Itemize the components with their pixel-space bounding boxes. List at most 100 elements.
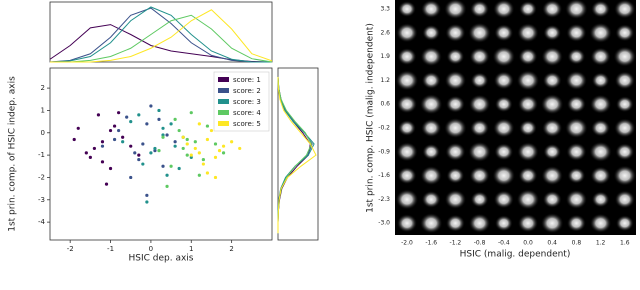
point (177, 166, 181, 171)
image-tile (494, 96, 513, 113)
image-tile (516, 70, 540, 91)
image-tile (468, 213, 491, 233)
point (157, 108, 161, 113)
point (153, 146, 157, 151)
point (221, 144, 226, 148)
y-tick-label: -3 (38, 196, 45, 204)
point (117, 128, 121, 133)
image-tile (421, 0, 442, 19)
image-tile (396, 214, 418, 233)
image-tile (395, 70, 419, 91)
y-tick-label: 0.6 (380, 101, 390, 108)
point (161, 164, 165, 168)
point (133, 151, 137, 155)
point (173, 117, 177, 121)
point (238, 146, 242, 151)
y-tick-label: 3.3 (380, 6, 390, 13)
legend-swatch (218, 99, 229, 104)
image-tile (492, 165, 516, 186)
point (189, 111, 193, 115)
image-tile (519, 0, 537, 18)
point (76, 126, 80, 130)
x-tick-label: -1.6 (425, 240, 437, 247)
image-tile (615, 24, 635, 42)
image-tile (542, 190, 562, 209)
image-tile (565, 70, 588, 91)
point (96, 113, 101, 117)
y-tick-label: 2.6 (380, 29, 390, 36)
legend-swatch (218, 121, 229, 126)
point (108, 128, 113, 133)
image-tile (422, 143, 441, 160)
image-tile (422, 24, 441, 41)
image-tile (566, 142, 587, 161)
image-tile (470, 72, 489, 89)
point (149, 104, 153, 108)
point (72, 137, 76, 142)
point (88, 155, 92, 159)
kde-right (277, 76, 312, 234)
point (209, 128, 214, 133)
image-tile (421, 118, 442, 138)
image-tile (493, 118, 515, 138)
image-tile (494, 215, 513, 232)
image-tile (444, 0, 467, 20)
image-tile (613, 165, 637, 186)
image-tile (542, 71, 562, 90)
y-axis-label: 1st prin. comp. of HSIC indep. axis (8, 76, 18, 232)
image-tile (446, 48, 465, 65)
image-tile (516, 189, 540, 210)
point (193, 140, 197, 144)
y-tick-label: -0.9 (378, 148, 390, 155)
point (84, 151, 88, 155)
point (129, 175, 133, 180)
y-tick-label: 2 (41, 84, 45, 92)
image-tile (396, 95, 418, 114)
kde-top (49, 6, 272, 63)
image-tile (541, 46, 563, 67)
image-tile (420, 46, 443, 67)
image-tile (565, 117, 588, 139)
y-tick-label: -1.6 (378, 172, 390, 179)
grid-y-axis-label: 1st prin. comp. HSIC (malig. independent… (366, 23, 376, 213)
image-tile (469, 166, 490, 185)
legend-label: score: 5 (233, 120, 261, 128)
x-tick-label: 0.4 (547, 240, 557, 247)
image-tile (493, 190, 514, 209)
point (165, 173, 169, 177)
image-tile (591, 72, 610, 89)
point (153, 149, 157, 153)
x-tick-label: -1 (107, 245, 114, 253)
y-tick-label: -3.0 (378, 220, 390, 227)
image-tile (589, 94, 612, 114)
image-tile (543, 24, 562, 41)
point (169, 164, 173, 168)
point (145, 200, 149, 204)
legend-label: score: 1 (233, 76, 261, 84)
point (161, 133, 165, 137)
x-tick-label: 1 (189, 245, 193, 253)
point (100, 144, 105, 148)
point (121, 140, 125, 144)
point (213, 142, 218, 146)
image-tile (444, 117, 467, 139)
image-tile (589, 22, 612, 44)
point (165, 184, 169, 188)
kde-top (50, 14, 273, 63)
image-tile (421, 190, 441, 209)
legend-label: score: 4 (233, 109, 261, 117)
point (117, 111, 121, 115)
image-tile (517, 142, 539, 162)
image-tile (517, 23, 539, 43)
point (197, 151, 201, 155)
image-tile (494, 143, 514, 161)
image-tile (468, 141, 491, 163)
point (137, 113, 141, 117)
y-tick-label: 0 (41, 129, 45, 137)
image-tile (589, 213, 612, 233)
image-tile (567, 48, 586, 65)
image-tile (589, 141, 612, 163)
point (169, 122, 173, 126)
point (173, 144, 177, 148)
